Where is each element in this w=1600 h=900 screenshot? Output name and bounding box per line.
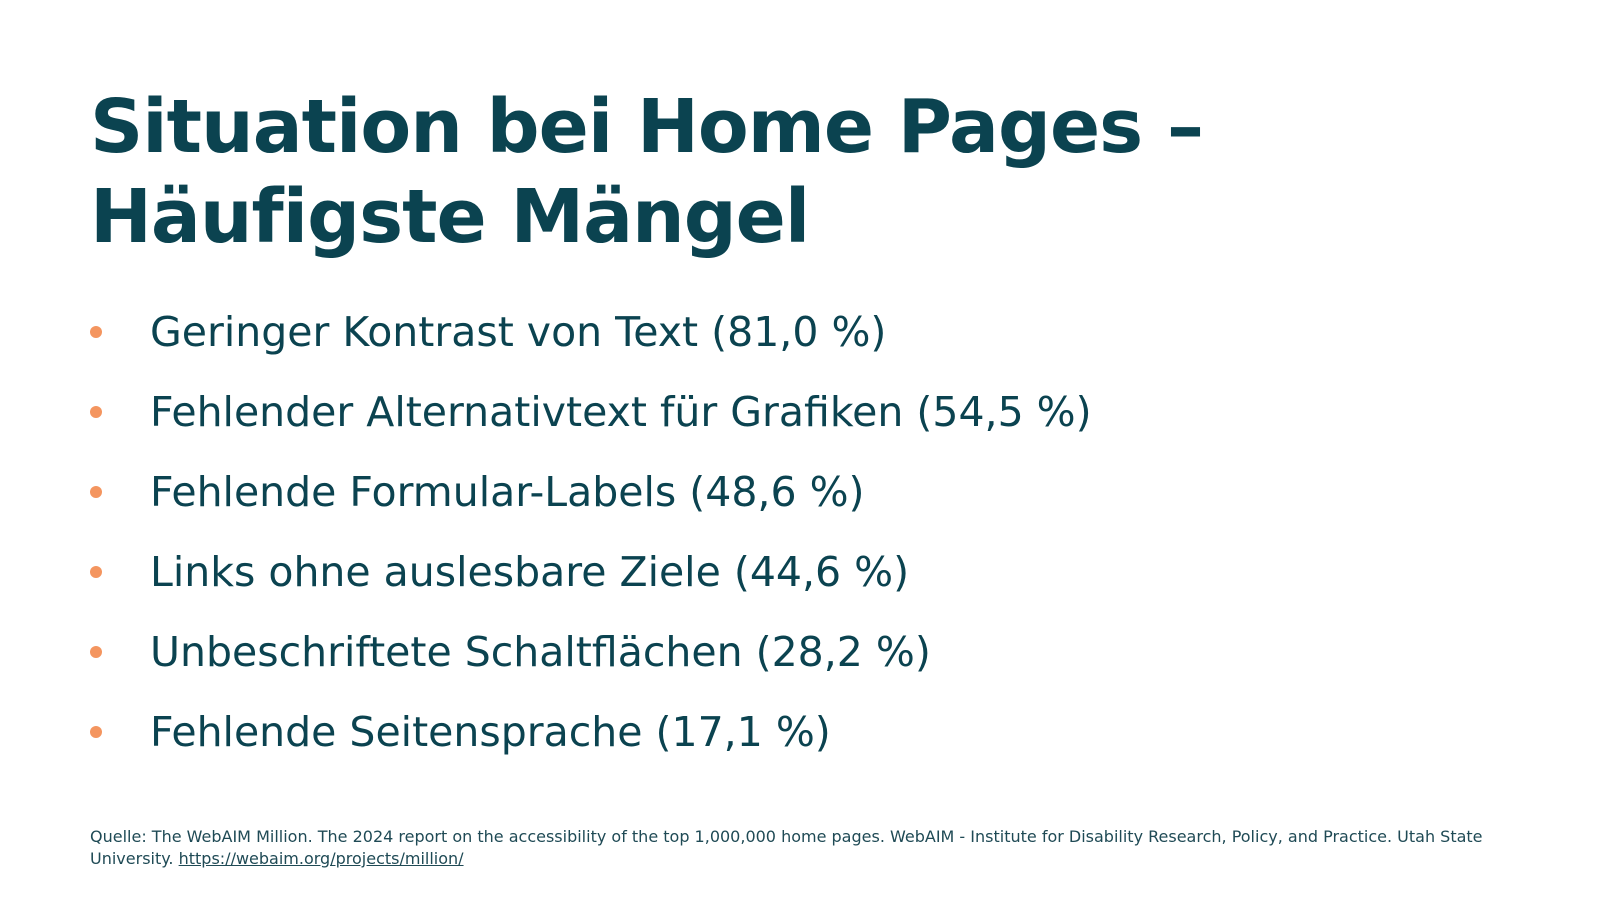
list-item-text: Fehlende Formular-Labels (48,6 %) bbox=[150, 468, 865, 516]
slide-title-line-1: Situation bei Home Pages – bbox=[90, 84, 1204, 170]
list-item-text: Fehlende Seitensprache (17,1 %) bbox=[150, 708, 831, 756]
slide-title: Situation bei Home Pages – Häufigste Män… bbox=[90, 82, 1510, 262]
bullet-dot-icon bbox=[90, 406, 102, 418]
list-item: Links ohne auslesbare Ziele (44,6 %) bbox=[90, 532, 1092, 612]
list-item-text: Unbeschriftete Schaltflächen (28,2 %) bbox=[150, 628, 931, 676]
list-item: Unbeschriftete Schaltflächen (28,2 %) bbox=[90, 612, 1092, 692]
list-item-text: Links ohne auslesbare Ziele (44,6 %) bbox=[150, 548, 910, 596]
source-note: Quelle: The WebAIM Million. The 2024 rep… bbox=[90, 826, 1530, 870]
list-item-text: Fehlender Alternativtext für Grafiken (5… bbox=[150, 388, 1092, 436]
list-item: Fehlende Formular-Labels (48,6 %) bbox=[90, 452, 1092, 532]
bullet-dot-icon bbox=[90, 486, 102, 498]
bullet-dot-icon bbox=[90, 646, 102, 658]
bullet-dot-icon bbox=[90, 566, 102, 578]
bullet-dot-icon bbox=[90, 326, 102, 338]
list-item-text: Geringer Kontrast von Text (81,0 %) bbox=[150, 308, 887, 356]
source-link[interactable]: https://webaim.org/projects/million/ bbox=[178, 849, 464, 868]
list-item: Fehlende Seitensprache (17,1 %) bbox=[90, 692, 1092, 772]
source-text: Quelle: The WebAIM Million. The 2024 rep… bbox=[90, 827, 1483, 868]
list-item: Geringer Kontrast von Text (81,0 %) bbox=[90, 292, 1092, 372]
list-item: Fehlender Alternativtext für Grafiken (5… bbox=[90, 372, 1092, 452]
bullet-list: Geringer Kontrast von Text (81,0 %) Fehl… bbox=[90, 292, 1092, 772]
bullet-dot-icon bbox=[90, 726, 102, 738]
slide-title-line-2: Häufigste Mängel bbox=[90, 174, 810, 260]
